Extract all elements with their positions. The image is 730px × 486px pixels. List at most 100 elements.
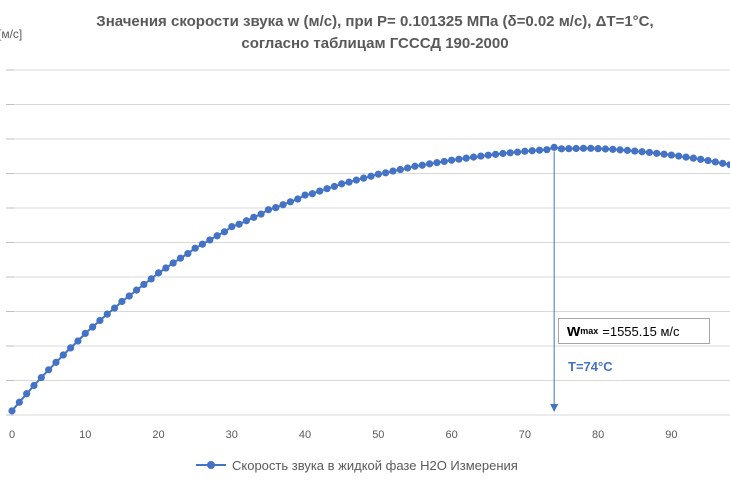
legend-label: Скорость звука в жидкой фазе H2O Измерен… xyxy=(232,457,518,473)
data-point xyxy=(719,159,727,167)
data-point xyxy=(228,223,236,231)
data-point xyxy=(279,201,287,209)
data-point xyxy=(110,304,119,312)
wmax-value: =1555.15 м/с xyxy=(602,323,680,339)
data-point xyxy=(125,292,133,300)
data-point xyxy=(521,147,529,155)
data-point xyxy=(147,275,155,283)
legend: Скорость звука в жидкой фазе H2O Измерен… xyxy=(196,457,518,473)
x-tick-label: 30 xyxy=(226,429,238,441)
chart-title-line1: Значения скорости звука w (м/с), при P= … xyxy=(96,13,654,30)
data-point xyxy=(543,146,551,154)
data-point xyxy=(623,146,632,154)
data-point xyxy=(389,167,397,175)
data-point xyxy=(565,145,573,153)
data-point xyxy=(682,153,690,161)
data-point xyxy=(477,152,485,160)
data-point xyxy=(272,204,280,212)
data-point xyxy=(67,344,75,352)
data-point xyxy=(528,147,536,155)
data-point xyxy=(609,145,617,153)
data-point xyxy=(382,169,390,177)
x-tick-label: 40 xyxy=(299,429,311,441)
tmax-arrow-head xyxy=(550,404,559,412)
wmax-annotation: w max =1555.15 м/с xyxy=(558,318,710,344)
data-point xyxy=(45,366,53,374)
x-tick-label: 50 xyxy=(372,429,384,441)
data-point xyxy=(206,236,214,244)
data-point xyxy=(447,156,456,164)
data-point xyxy=(323,185,331,193)
data-point xyxy=(557,145,566,153)
data-point xyxy=(191,244,199,252)
data-point xyxy=(426,160,434,168)
data-point xyxy=(433,159,441,167)
wmax-subscript: max xyxy=(580,326,599,336)
data-point xyxy=(484,151,492,159)
data-point xyxy=(140,280,148,289)
data-point xyxy=(59,351,67,359)
data-point xyxy=(352,176,360,184)
data-point xyxy=(499,149,507,158)
data-point xyxy=(411,162,419,170)
data-point xyxy=(15,398,23,406)
data-point xyxy=(594,145,602,153)
data-point xyxy=(338,180,346,188)
data-point xyxy=(711,158,719,166)
data-point xyxy=(506,149,514,157)
data-point xyxy=(462,154,470,162)
data-point xyxy=(96,316,104,325)
data-point xyxy=(294,195,302,203)
data-point xyxy=(396,165,404,174)
data-point xyxy=(491,150,500,158)
x-tick-label: 0 xyxy=(9,429,15,441)
data-point xyxy=(579,144,588,152)
data-point xyxy=(176,254,185,262)
data-point xyxy=(689,154,697,162)
data-point xyxy=(81,329,89,338)
series-line xyxy=(11,146,730,412)
data-point xyxy=(242,217,251,225)
x-tick-label: 60 xyxy=(445,429,457,441)
data-point xyxy=(220,228,229,236)
data-point xyxy=(367,172,375,180)
x-tick-label: 70 xyxy=(519,429,531,441)
data-point xyxy=(653,149,661,157)
data-point xyxy=(726,161,730,169)
data-point xyxy=(638,148,646,156)
data-point xyxy=(374,170,382,178)
data-point xyxy=(513,148,522,156)
data-point xyxy=(455,155,463,163)
x-tick-label: 80 xyxy=(592,429,604,441)
data-point xyxy=(235,220,243,228)
data-point xyxy=(631,147,639,155)
data-point xyxy=(667,151,675,159)
data-point xyxy=(257,210,265,218)
data-point xyxy=(308,190,316,198)
data-point xyxy=(440,157,448,166)
data-point xyxy=(675,152,683,160)
data-point xyxy=(37,373,45,382)
data-point xyxy=(162,264,170,272)
data-point xyxy=(587,144,595,152)
data-point xyxy=(404,164,412,172)
data-point xyxy=(330,182,338,191)
chart-title-line2: согласно таблицам ГСССД 190-2000 xyxy=(241,35,509,52)
data-point xyxy=(8,407,16,415)
data-point xyxy=(535,146,544,154)
data-point xyxy=(660,150,668,158)
legend-marker xyxy=(196,461,226,469)
data-point xyxy=(550,143,558,151)
data-point xyxy=(184,249,192,258)
data-point xyxy=(616,146,624,154)
data-point xyxy=(301,191,309,199)
data-point xyxy=(74,337,82,345)
x-tick-label: 10 xyxy=(79,429,91,441)
data-point xyxy=(23,390,31,398)
data-point xyxy=(250,213,258,221)
data-point xyxy=(103,310,111,318)
data-point xyxy=(418,161,426,169)
data-point xyxy=(264,206,273,214)
data-point xyxy=(88,323,97,331)
